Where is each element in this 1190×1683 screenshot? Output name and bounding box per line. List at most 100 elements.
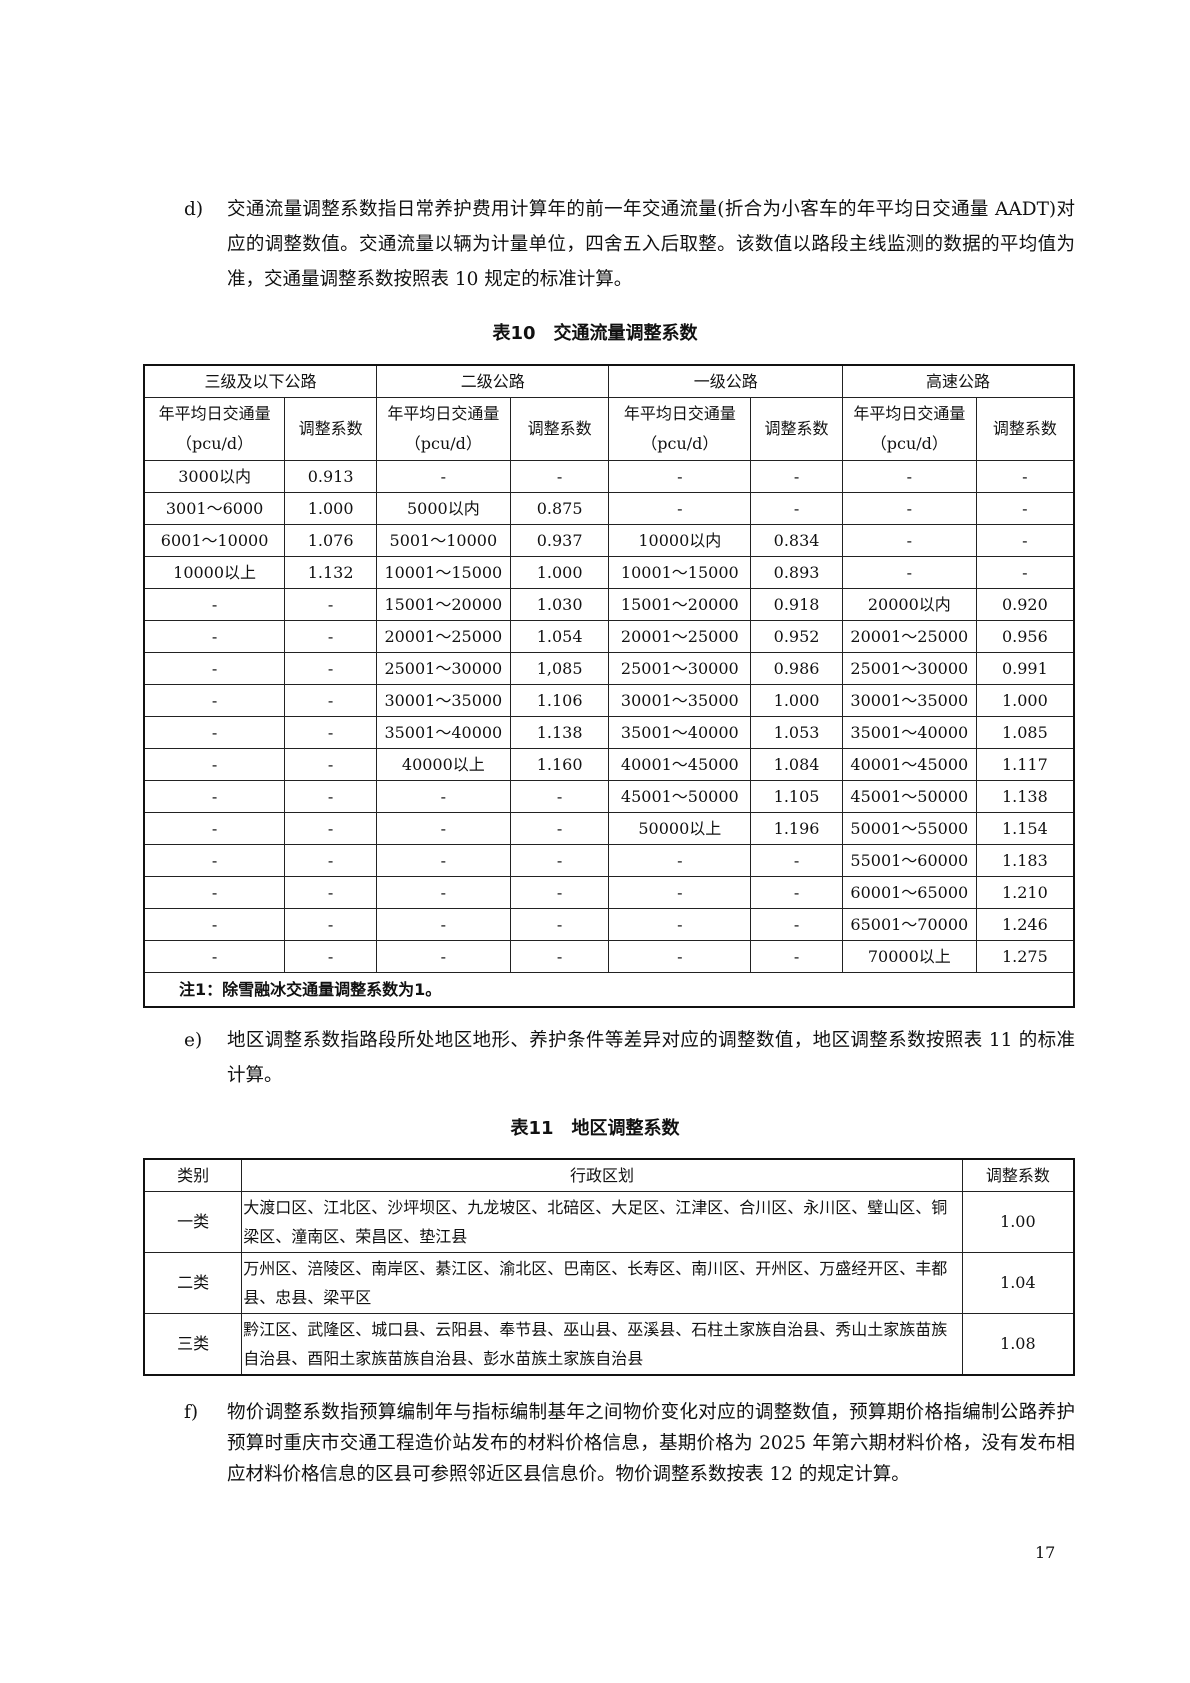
table-cell: 50001～55000 [841,812,977,845]
table-cell: - [750,844,843,877]
table-cell: 25001～30000 [375,652,511,685]
table-cell: 0.937 [509,524,610,557]
volume-header: 年平均日交通量 （pcu/d） [608,397,752,461]
paragraph-text: 物价调整系数指预算编制年与指标编制基年之间物价变化对应的调整数值，预算期价格指编… [227,1402,1075,1485]
volume-label: 年平均日交通量 [623,404,736,423]
paragraph-e: e) 地区调整系数指路段所处地区地形、养护条件等差异对应的调整数值，地区调整系数… [184,1023,1075,1093]
table-cell: 1.196 [750,812,843,845]
column-header: 类别 [143,1158,243,1192]
table-cell: - [143,908,286,941]
table-cell: - [841,460,977,493]
category-cell: 二类 [143,1252,243,1314]
table-cell: 1.183 [975,844,1075,877]
table-row: 6001～10000 1.076 5001～10000 0.937 10000以内 0.8… [143,524,1075,557]
table-cell: - [284,620,377,653]
table-cell: - [284,876,377,909]
table-cell: 1.000 [750,684,843,717]
table-cell: - [975,492,1075,525]
table-cell: 0.913 [284,460,377,493]
table-cell: 40001～45000 [608,748,752,781]
group-header: 三级及以下公路 [143,364,377,398]
volume-label: 年平均日交通量 [387,404,500,423]
table-cell: 1,085 [509,652,610,685]
table-cell: - [750,876,843,909]
table-cell: 1.106 [509,684,610,717]
table-cell: - [608,492,752,525]
coef-cell: 1.00 [961,1191,1075,1253]
table-cell: - [375,780,511,813]
table-cell: 0.918 [750,588,843,621]
table-cell: - [284,812,377,845]
table-cell: - [608,844,752,877]
table-cell: 0.991 [975,652,1075,685]
table-cell: 0.834 [750,524,843,557]
table-cell: - [143,588,286,621]
table-cell: 10001～15000 [375,556,511,589]
table-cell: - [975,524,1075,557]
table-cell: 45001～50000 [841,780,977,813]
table-cell: - [841,492,977,525]
table-cell: - [608,940,752,973]
table-cell: 0.956 [975,620,1075,653]
table-row: - -30001～35000 1.106 30001～35000 1.000 30001～… [143,684,1075,717]
table-cell: - [509,908,610,941]
table-cell: 1.246 [975,908,1075,941]
table-cell: 1.154 [975,812,1075,845]
table-cell: - [509,940,610,973]
table-cell: - [143,716,286,749]
table-cell: - [375,908,511,941]
table-cell: - [509,780,610,813]
table-cell: - [284,652,377,685]
table-cell: - [284,684,377,717]
coef-cell: 1.04 [961,1252,1075,1314]
table-row: 二类 万州区、涪陵区、南岸区、綦江区、渝北区、巴南区、长寿区、南川区、开州区、万盛… [143,1252,1075,1314]
table-cell: - [143,812,286,845]
table-cell: 1.105 [750,780,843,813]
column-header: 行政区划 [241,1158,963,1192]
paragraph-text: 交通流量调整系数指日常养护费用计算年的前一年交通流量(折合为小客车的年平均日交通… [227,199,1075,290]
table-cell: 1.138 [509,716,610,749]
table-cell: 1.054 [509,620,610,653]
table-row: 3000以内 0.913- - - - - - [143,460,1075,493]
table-cell: 0.986 [750,652,843,685]
table-cell: - [375,876,511,909]
table-cell: - [143,940,286,973]
table-cell: 5000以内 [375,492,511,525]
table-cell: 0.920 [975,588,1075,621]
traffic-adjustment-table: 三级及以下公路 二级公路 一级公路 高速公路 年平均日交通量 （pcu/d） 调整系… [143,364,1075,1008]
table-cell: - [608,460,752,493]
table-cell: - [509,812,610,845]
table-cell: 35001～40000 [375,716,511,749]
table-row: - -20001～25000 1.054 20001～25000 0.952 20001～… [143,620,1075,653]
table-cell: 10001～15000 [608,556,752,589]
table-cell: 70000以上 [841,940,977,973]
group-header: 二级公路 [375,364,610,398]
table-cell: 25001～30000 [608,652,752,685]
table-row: - - - - - -65001～70000 1.246 [143,908,1075,941]
table-cell: - [608,908,752,941]
table-cell: - [143,652,286,685]
table-row: - - - - - -60001～65000 1.210 [143,876,1075,909]
table-cell: 1.000 [509,556,610,589]
districts-cell: 万州区、涪陵区、南岸区、綦江区、渝北区、巴南区、长寿区、南川区、开州区、万盛经开… [241,1252,963,1314]
table-cell: 45001～50000 [608,780,752,813]
table-row: - - - - - -70000以上 1.275 [143,940,1075,973]
table-cell: - [143,748,286,781]
table-cell: 10000以上 [143,556,286,589]
table-cell: - [284,844,377,877]
table-cell: 20001～25000 [841,620,977,653]
table-cell: 1.160 [509,748,610,781]
volume-header: 年平均日交通量 （pcu/d） [143,397,286,461]
table-cell: 1.084 [750,748,843,781]
table11-title: 表11 地区调整系数 [510,1118,680,1139]
table-cell: 30001～35000 [608,684,752,717]
table-cell: 20000以内 [841,588,977,621]
table-cell: 1.000 [975,684,1075,717]
table-cell: - [750,940,843,973]
unit-label: （pcu/d） [641,434,719,453]
table-cell: 1.030 [509,588,610,621]
group-header: 一级公路 [608,364,843,398]
coef-header: 调整系数 [284,397,377,461]
table-cell: - [750,908,843,941]
table-cell: - [841,556,977,589]
